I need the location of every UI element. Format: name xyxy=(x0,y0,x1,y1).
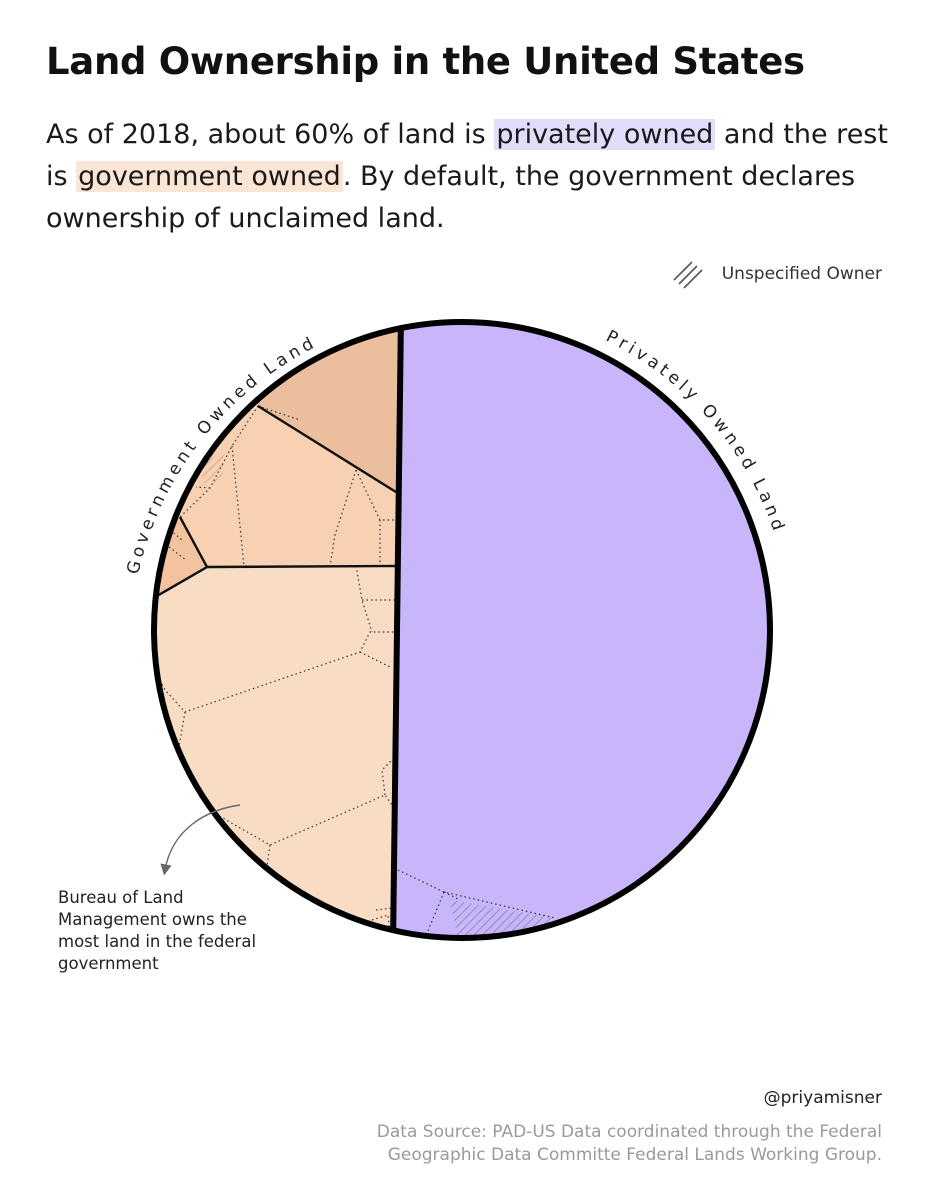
private-highlight: privately owned xyxy=(494,119,716,150)
chart-title: Land Ownership in the United States xyxy=(46,40,805,83)
author-handle: @priyamisner xyxy=(763,1088,882,1108)
pie-outline xyxy=(151,319,773,941)
gov-region-middle xyxy=(180,406,396,567)
data-source: Data Source: PAD-US Data coordinated thr… xyxy=(376,1122,882,1165)
bureau-annotation: Bureau of Land Management owns the most … xyxy=(58,888,257,973)
legend-label: Unspecified Owner xyxy=(721,264,882,284)
chart-legend: Unspecified Owner xyxy=(672,258,882,290)
hatch-pattern-icon xyxy=(673,261,703,289)
unspecified-government-area xyxy=(200,448,225,485)
subtitle-text-3: . By default, the government declares ow… xyxy=(46,161,856,234)
annotation-arrow xyxy=(160,804,241,876)
subtitle-text-1: As of 2018, about 60% of land is xyxy=(46,119,495,150)
subtitle-text-2: and the rest is xyxy=(46,119,888,192)
private-slice xyxy=(393,322,770,938)
government-highlight: government owned xyxy=(76,161,343,192)
divider-line xyxy=(390,322,404,938)
chart-subtitle: As of 2018, about 60% of land is private… xyxy=(46,114,906,240)
